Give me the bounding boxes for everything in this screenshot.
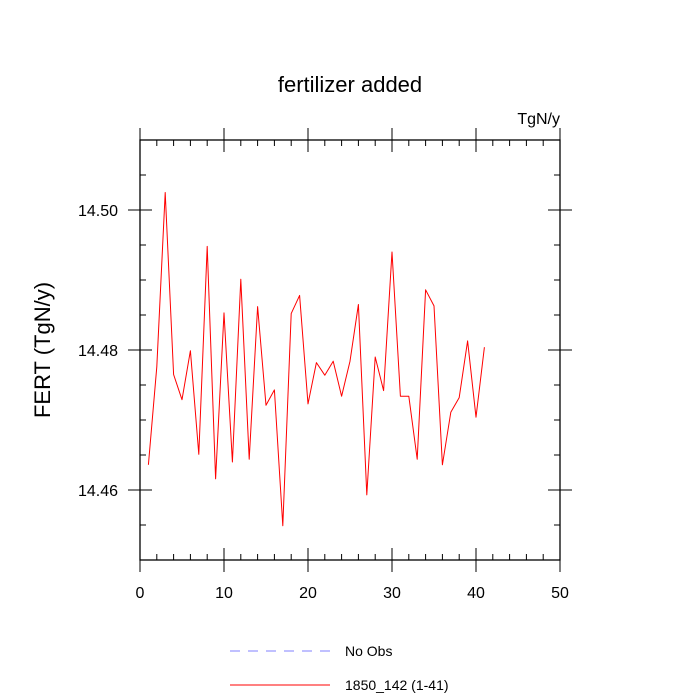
y-tick-labels: 14.46 14.48 14.50 xyxy=(78,203,118,500)
series-layer xyxy=(147,192,485,527)
axis-ticks xyxy=(128,128,572,572)
x-tick-label: 0 xyxy=(136,585,145,602)
y-tick-label: 14.48 xyxy=(78,343,118,360)
x-tick-label: 10 xyxy=(215,585,233,602)
legend: No Obs 1850_142 (1-41) xyxy=(230,643,449,693)
chart-title: fertilizer added xyxy=(278,72,422,97)
x-tick-label: 50 xyxy=(551,585,569,602)
y-tick-label: 14.46 xyxy=(78,483,118,500)
y-axis-label: FERT (TgN/y) xyxy=(30,282,55,418)
x-tick-label: 20 xyxy=(299,585,317,602)
legend-label-no-obs: No Obs xyxy=(345,643,392,659)
units-label: TgN/y xyxy=(517,111,560,128)
series-line xyxy=(147,192,485,527)
plot-frame xyxy=(139,139,561,561)
x-tick-label: 30 xyxy=(383,585,401,602)
x-tick-label: 40 xyxy=(467,585,485,602)
legend-label-series: 1850_142 (1-41) xyxy=(345,677,449,693)
x-tick-labels: 0 10 20 30 40 50 xyxy=(136,585,569,602)
y-tick-label: 14.50 xyxy=(78,203,118,220)
